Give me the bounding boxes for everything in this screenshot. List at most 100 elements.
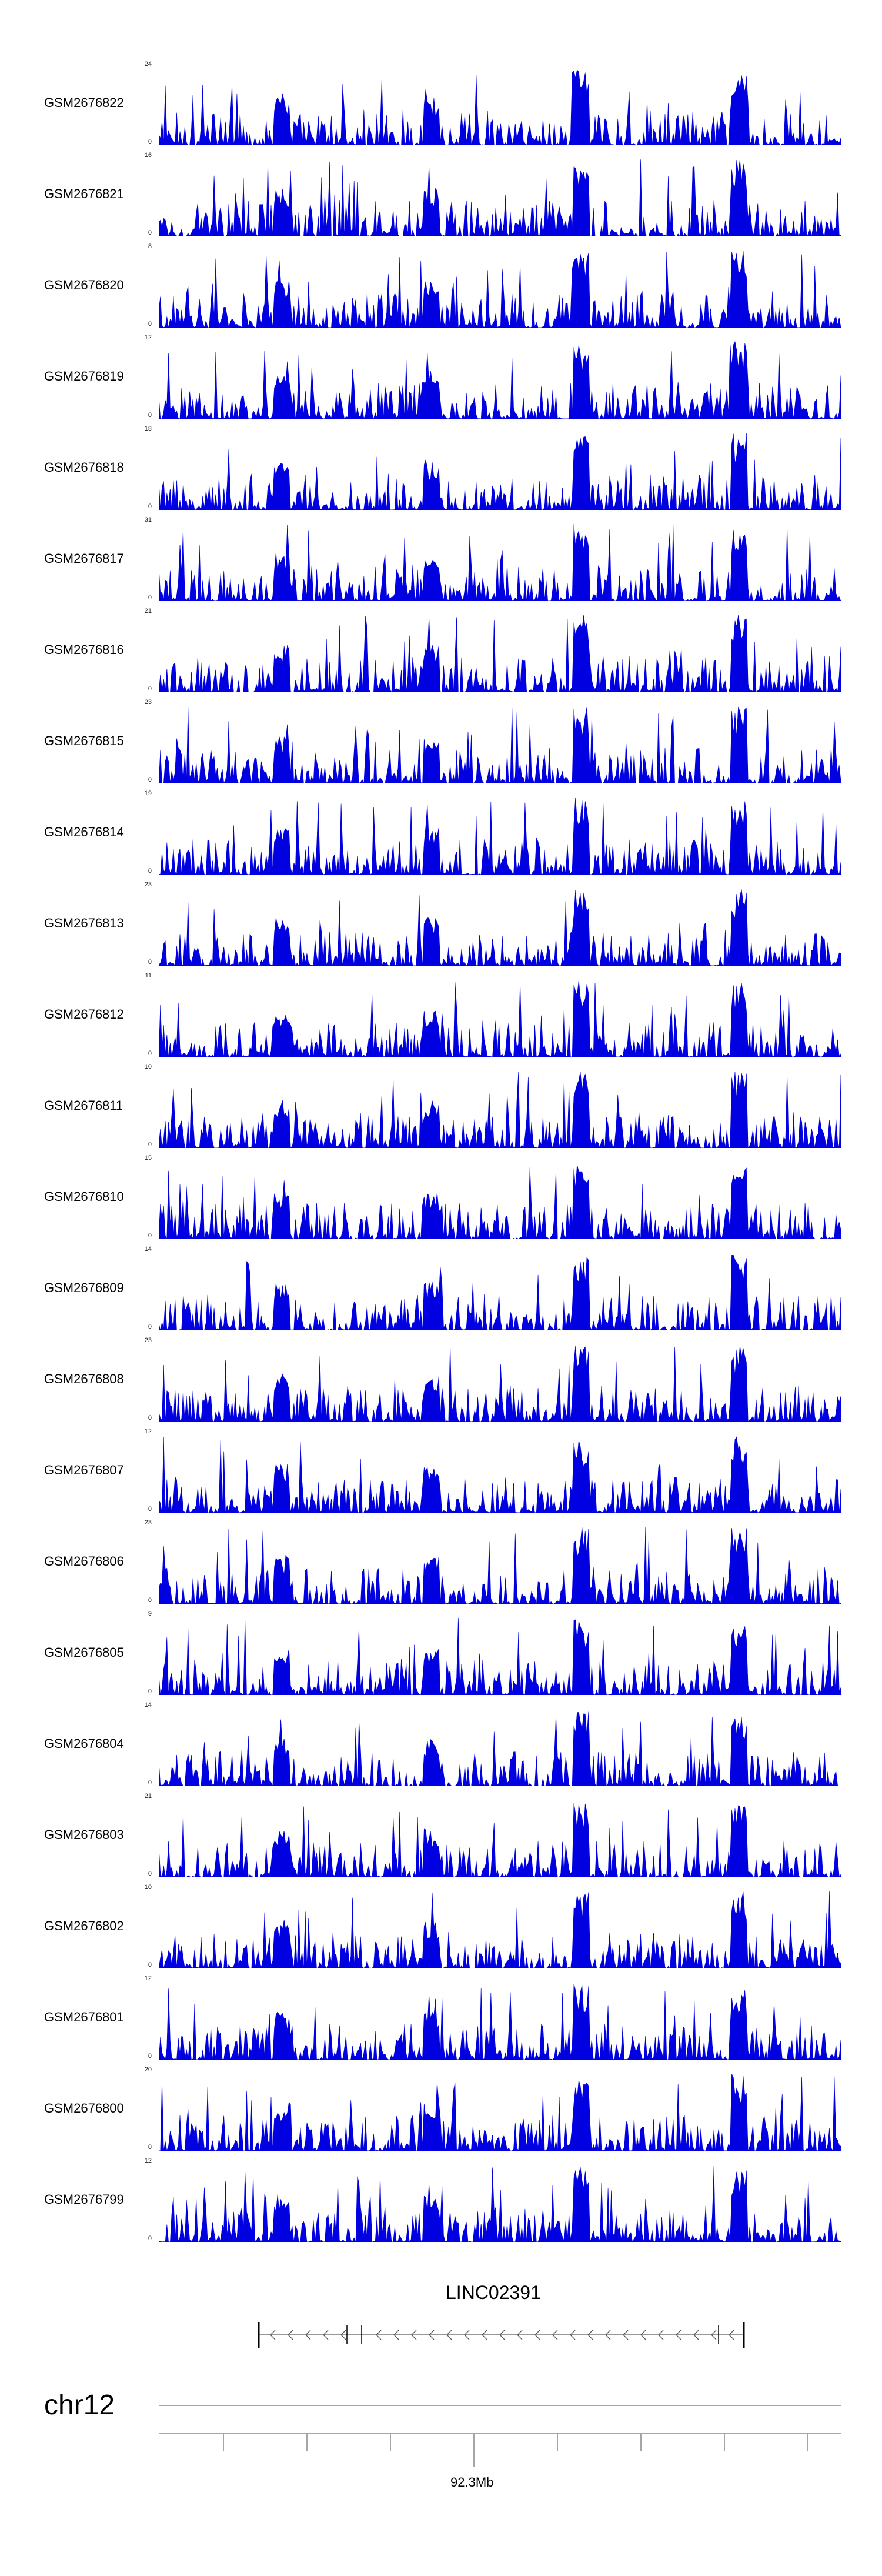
strand-arrow-icon <box>658 2330 664 2340</box>
track-GSM2676816: GSM2676816 21 0 <box>0 608 882 692</box>
track-label: GSM2676805 <box>44 1645 124 1660</box>
y-min-label: 0 <box>148 685 152 692</box>
track-label: GSM2676813 <box>44 916 124 930</box>
strand-arrow-icon <box>605 2330 611 2340</box>
signal-plot <box>159 62 841 145</box>
signal-area <box>159 341 841 419</box>
signal-plot <box>159 882 841 966</box>
signal-plot <box>159 335 841 419</box>
signal-plot <box>159 518 841 601</box>
track-GSM2676820: GSM2676820 8 0 <box>0 243 882 328</box>
strand-arrow-icon <box>499 2330 505 2340</box>
signal-plot <box>159 1065 841 1148</box>
strand-arrow-icon <box>411 2330 417 2340</box>
y-min-label: 0 <box>148 412 152 419</box>
signal-plot <box>159 426 841 510</box>
position-label: 92.3Mb <box>450 2475 494 2490</box>
y-min-label: 0 <box>148 2053 152 2060</box>
signal-plot <box>159 1976 841 2060</box>
y-min-label: 0 <box>148 138 152 145</box>
y-max-label: 10 <box>144 1884 152 1891</box>
track-label: GSM2676801 <box>44 2010 124 2024</box>
strand-arrow-icon <box>482 2330 487 2340</box>
track-GSM2676801: GSM2676801 12 0 <box>0 1975 882 2060</box>
signal-area <box>159 432 841 510</box>
signal-area <box>159 1711 841 1786</box>
strand-arrow-icon <box>693 2330 699 2340</box>
y-min-label: 0 <box>148 1232 152 1239</box>
gene-name: LINC02391 <box>446 2282 541 2303</box>
y-max-label: 21 <box>144 1793 152 1800</box>
strand-arrow-icon <box>288 2330 293 2340</box>
strand-arrow-icon <box>517 2330 523 2340</box>
signal-plot <box>159 1429 841 1513</box>
strand-arrow-icon <box>552 2330 558 2340</box>
y-min-label: 0 <box>148 959 152 966</box>
y-max-label: 12 <box>144 2157 152 2164</box>
y-max-label: 12 <box>144 1428 152 1435</box>
signal-plot <box>159 2067 841 2151</box>
y-min-label: 0 <box>148 1597 152 1604</box>
y-max-label: 23 <box>144 1519 152 1526</box>
signal-plot <box>159 2158 841 2242</box>
track-label: GSM2676811 <box>44 1098 123 1113</box>
signal-area <box>159 615 841 692</box>
signal-plot <box>159 1703 841 1786</box>
signal-area <box>159 1164 841 1239</box>
y-min-label: 0 <box>148 867 152 875</box>
track-GSM2676814: GSM2676814 19 0 <box>0 790 882 875</box>
track-GSM2676819: GSM2676819 12 0 <box>0 334 882 419</box>
y-min-label: 0 <box>148 1414 152 1422</box>
strand-arrow-icon <box>429 2330 435 2340</box>
strand-arrow-icon <box>376 2330 382 2340</box>
y-max-label: 14 <box>144 1701 152 1709</box>
track-label: GSM2676806 <box>44 1554 124 1569</box>
signal-area <box>159 1527 841 1604</box>
signal-area <box>159 69 841 145</box>
track-label: GSM2676807 <box>44 1463 124 1477</box>
y-max-label: 20 <box>144 2066 152 2073</box>
track-GSM2676821: GSM2676821 16 0 <box>0 152 882 236</box>
strand-arrow-icon <box>534 2330 540 2340</box>
y-max-label: 23 <box>144 881 152 888</box>
signal-plot <box>159 153 841 236</box>
track-label: GSM2676819 <box>44 369 124 383</box>
signal-area <box>159 1803 841 1877</box>
track-label: GSM2676818 <box>44 460 124 475</box>
track-label: GSM2676821 <box>44 186 124 201</box>
track-label: GSM2676808 <box>44 1372 124 1386</box>
y-max-label: 23 <box>144 1337 152 1344</box>
strand-arrow-icon <box>464 2330 470 2340</box>
track-GSM2676809: GSM2676809 14 0 <box>0 1246 882 1330</box>
signal-area <box>159 797 841 875</box>
track-label: GSM2676803 <box>44 1827 124 1842</box>
track-GSM2676800: GSM2676800 20 0 <box>0 2066 882 2151</box>
track-GSM2676806: GSM2676806 23 0 <box>0 1519 882 1604</box>
signal-area <box>159 524 841 601</box>
y-max-label: 31 <box>144 516 152 523</box>
signal-plot <box>159 1885 841 1968</box>
signal-plot <box>159 1794 841 1877</box>
strand-arrow-icon <box>711 2330 717 2340</box>
y-min-label: 0 <box>148 503 152 510</box>
track-GSM2676808: GSM2676808 23 0 <box>0 1337 882 1422</box>
signal-plot <box>159 609 841 692</box>
signal-area <box>159 2074 841 2151</box>
track-GSM2676799: GSM2676799 12 0 <box>0 2157 882 2242</box>
signal-area <box>159 1617 841 1695</box>
strand-arrow-icon <box>570 2330 576 2340</box>
track-GSM2676805: GSM2676805 9 0 <box>0 1610 882 1695</box>
y-min-label: 0 <box>148 1506 152 1513</box>
track-GSM2676817: GSM2676817 31 0 <box>0 516 882 601</box>
track-label: GSM2676815 <box>44 733 124 748</box>
track-GSM2676815: GSM2676815 23 0 <box>0 699 882 783</box>
y-min-label: 0 <box>148 2235 152 2242</box>
signal-area <box>159 159 841 236</box>
strand-arrow-icon <box>623 2330 629 2340</box>
track-GSM2676802: GSM2676802 10 0 <box>0 1884 882 1968</box>
y-max-label: 14 <box>144 1246 152 1253</box>
strand-arrow-icon <box>587 2330 593 2340</box>
signal-area <box>159 1255 841 1330</box>
track-GSM2676822: GSM2676822 24 0 <box>0 61 882 145</box>
y-max-label: 23 <box>144 699 152 706</box>
